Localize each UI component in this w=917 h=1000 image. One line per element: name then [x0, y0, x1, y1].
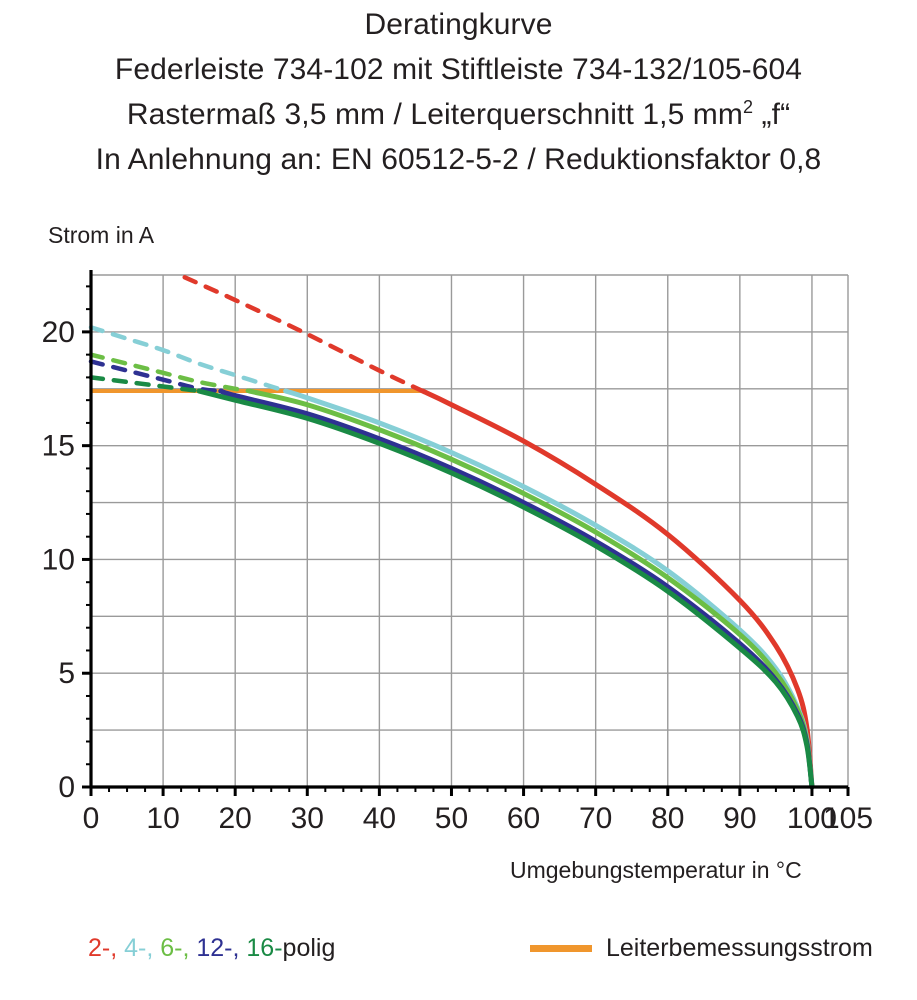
x-tick-label: 20 [219, 802, 252, 835]
title-line-1: Deratingkurve [364, 8, 553, 41]
series-solid-2-polig [420, 388, 815, 790]
title-line-2: Federleiste 734-102 mit Stiftleiste 734-… [114, 53, 803, 86]
series-solid-4-polig [283, 388, 815, 790]
x-axis-label: Umgebungstemperatur in °C [510, 857, 802, 883]
series-dashed-6-polig [88, 352, 252, 394]
legend-series-part-4: 16- [246, 934, 283, 962]
series-solid-16-polig [196, 388, 815, 790]
legend-series-part-2: 6-, [160, 934, 197, 962]
series-dashed-12-polig [88, 359, 224, 394]
x-tick-label: 0 [83, 802, 100, 835]
legend-rated-current-label: Leiterbemessungsstrom [606, 934, 873, 962]
legend-series-poles: 2-, 4-, 6-, 12-, 16-polig [88, 934, 335, 963]
title-line-4: In Anlehnung an: EN 60512-5-2 / Reduktio… [95, 143, 822, 176]
y-tick-label: 15 [42, 430, 75, 463]
legend-series-part-1: 4-, [124, 934, 161, 962]
x-tick-label: 80 [651, 802, 684, 835]
x-tick-label: 40 [363, 802, 396, 835]
x-tick-label: 105 [823, 802, 873, 835]
title-line-3: Rastermaß 3,5 mm / Leiterquerschnitt 1,5… [0, 92, 917, 137]
series-dashed-4-polig [88, 325, 288, 394]
series-dashed-16-polig [88, 375, 202, 394]
x-tick-label: 10 [146, 802, 179, 835]
chart-legend: 2-, 4-, 6-, 12-, 16-polig Leiterbemessun… [0, 930, 917, 990]
legend-swatch-rated-current [530, 945, 592, 952]
x-tick-label: 70 [579, 802, 612, 835]
x-tick-label: 50 [435, 802, 468, 835]
legend-series-part-3: 12-, [196, 934, 247, 962]
legend-series-part-5: polig [282, 934, 336, 962]
y-tick-label: 0 [58, 771, 75, 804]
y-tick-label: 5 [58, 657, 75, 690]
legend-series-part-0: 2-, [88, 934, 125, 962]
x-tick-label: 90 [723, 802, 756, 835]
y-tick-label: 20 [42, 316, 75, 349]
title-line-3-superscript: 2 [742, 97, 754, 117]
x-tick-label: 100 [787, 802, 837, 835]
series-solid-12-polig [218, 388, 815, 790]
x-tick-label: 30 [291, 802, 324, 835]
y-tick-label: 10 [42, 543, 75, 576]
x-tick-label: 60 [507, 802, 540, 835]
title-line-3-suffix: „f“ [753, 98, 791, 131]
page-title: Deratingkurve Federleiste 734-102 mit St… [0, 2, 917, 182]
series-dashed-2-polig [182, 275, 425, 394]
legend-rated-current: Leiterbemessungsstrom [530, 934, 873, 963]
title-line-3-main: Rastermaß 3,5 mm / Leiterquerschnitt 1,5… [126, 98, 743, 131]
y-axis-label: Strom in A [48, 222, 155, 248]
